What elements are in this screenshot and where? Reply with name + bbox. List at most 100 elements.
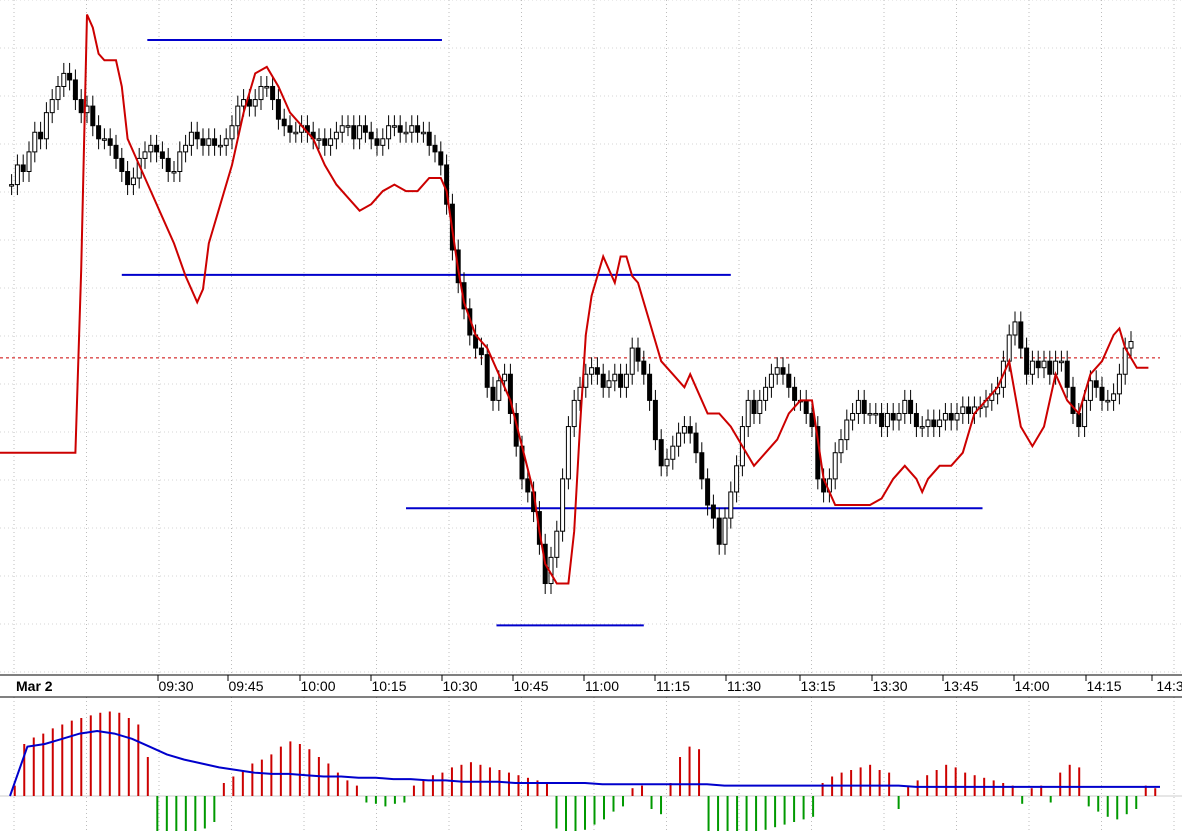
candle-body bbox=[757, 399, 763, 414]
candle-body bbox=[148, 144, 154, 153]
candle-body bbox=[339, 125, 345, 133]
candle-body bbox=[612, 373, 618, 382]
candle-body bbox=[1093, 380, 1099, 388]
x-tick-label: 10:30 bbox=[442, 678, 477, 694]
candle-body bbox=[623, 373, 629, 388]
candle-body bbox=[786, 373, 792, 388]
candle-body bbox=[960, 406, 966, 414]
candle-body bbox=[1064, 360, 1070, 388]
candle-body bbox=[362, 125, 368, 133]
candle-body bbox=[229, 125, 235, 140]
x-tick-label: 09:30 bbox=[158, 678, 193, 694]
candle-body bbox=[270, 85, 276, 101]
candle-body bbox=[525, 478, 531, 493]
x-tick-label: 13:45 bbox=[943, 678, 978, 694]
candle-body bbox=[409, 125, 415, 133]
candle-body bbox=[1076, 412, 1082, 428]
candle-body bbox=[942, 412, 948, 421]
candle-body bbox=[159, 151, 165, 159]
candle-body bbox=[844, 419, 850, 441]
candle-body bbox=[937, 419, 943, 428]
candle-body bbox=[386, 125, 392, 140]
candle-body bbox=[832, 452, 838, 480]
candle-body bbox=[328, 138, 334, 146]
candle-body bbox=[38, 131, 44, 140]
candle-body bbox=[223, 138, 229, 146]
candle-body bbox=[484, 354, 490, 388]
x-tick-label: 10:00 bbox=[300, 678, 335, 694]
candle-body bbox=[913, 412, 919, 428]
candle-body bbox=[96, 125, 102, 140]
candle-body bbox=[774, 367, 780, 375]
candle-body bbox=[391, 125, 397, 128]
candle-body bbox=[652, 399, 658, 441]
candle-body bbox=[345, 125, 351, 128]
candle-body bbox=[258, 85, 264, 101]
candle-body bbox=[380, 138, 386, 146]
candle-body bbox=[966, 406, 972, 414]
candle-body bbox=[502, 373, 508, 382]
x-axis: Mar 2 09:30 09:45 10:00 10:15 10:30 10:45 11:0… bbox=[16, 675, 1182, 694]
candle-body bbox=[728, 491, 734, 519]
candle-body bbox=[594, 367, 600, 375]
candle-body bbox=[194, 131, 200, 140]
candle-body bbox=[1105, 399, 1111, 403]
candle-body bbox=[165, 157, 171, 172]
candle-body bbox=[415, 125, 421, 133]
candle-body bbox=[641, 360, 647, 375]
candle-body bbox=[426, 131, 432, 146]
volume-average-line bbox=[9, 729, 1160, 797]
candle-body bbox=[664, 458, 670, 467]
candle-body bbox=[745, 399, 751, 428]
candle-body bbox=[351, 125, 357, 140]
candle-body bbox=[948, 412, 954, 421]
x-tick-label: 13:15 bbox=[800, 678, 835, 694]
candle-body bbox=[432, 144, 438, 153]
candle-body bbox=[658, 439, 664, 467]
candle-body bbox=[1070, 386, 1076, 414]
candlesticks bbox=[9, 62, 1134, 594]
candle-body bbox=[403, 131, 409, 135]
candle-body bbox=[322, 138, 328, 146]
candle-body bbox=[1041, 360, 1047, 369]
candle-body bbox=[722, 517, 728, 545]
candle-body bbox=[1087, 380, 1093, 401]
candle-body bbox=[734, 465, 740, 493]
x-tick-label: 11:30 bbox=[727, 678, 761, 694]
candle-body bbox=[275, 99, 281, 120]
candle-body bbox=[710, 504, 716, 519]
candle-body bbox=[618, 373, 624, 388]
candle-body bbox=[571, 399, 577, 428]
candle-body bbox=[478, 347, 484, 356]
candle-body bbox=[792, 386, 798, 401]
candle-body bbox=[606, 380, 612, 388]
candle-body bbox=[705, 478, 711, 506]
candle-body bbox=[188, 131, 194, 146]
candle-body bbox=[1024, 347, 1030, 375]
candle-body bbox=[496, 380, 502, 401]
candle-body bbox=[374, 138, 380, 146]
candle-body bbox=[26, 151, 32, 173]
x-tick-label: 10:45 bbox=[513, 678, 548, 694]
x-tick-label: 11:15 bbox=[656, 678, 690, 694]
date-label: Mar 2 bbox=[16, 678, 53, 694]
candle-body bbox=[1029, 360, 1035, 375]
candle-body bbox=[716, 517, 722, 545]
candle-body bbox=[1111, 393, 1117, 401]
candle-body bbox=[1047, 360, 1053, 375]
candle-body bbox=[768, 373, 774, 388]
candle-body bbox=[293, 131, 299, 135]
candle-body bbox=[855, 399, 861, 414]
candle-body bbox=[113, 144, 119, 159]
candle-body bbox=[873, 412, 879, 416]
candle-body bbox=[931, 419, 937, 428]
candle-body bbox=[954, 412, 960, 421]
candle-body bbox=[316, 138, 322, 141]
candle-body bbox=[264, 85, 270, 89]
candle-body bbox=[681, 426, 687, 434]
candle-body bbox=[554, 530, 560, 558]
candle-body bbox=[438, 151, 444, 166]
candle-body bbox=[101, 138, 107, 141]
